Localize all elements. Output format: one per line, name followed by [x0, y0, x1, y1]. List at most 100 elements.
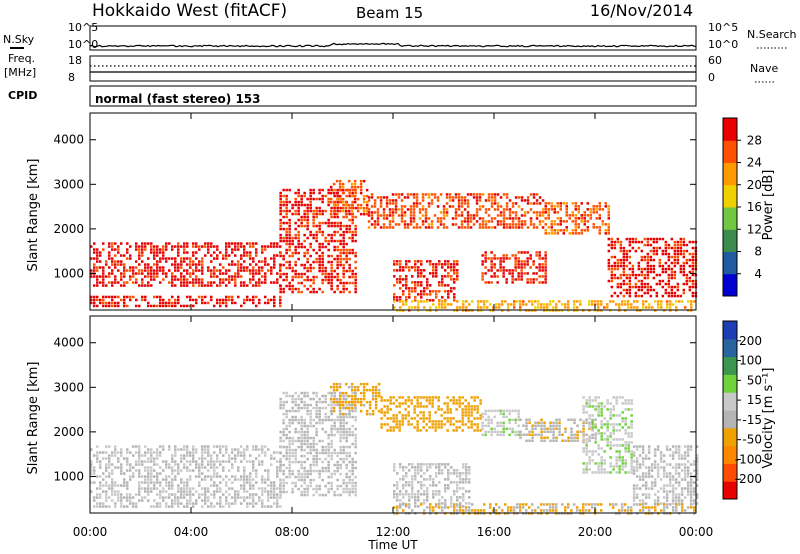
data-cell	[588, 438, 591, 441]
data-cell	[138, 448, 141, 451]
data-cell	[393, 490, 396, 493]
data-cell	[628, 243, 632, 247]
data-cell	[279, 487, 282, 490]
data-cell	[285, 445, 288, 449]
data-cell	[336, 209, 339, 213]
data-cell	[552, 300, 555, 303]
data-cell	[231, 457, 234, 460]
data-cell	[535, 226, 539, 229]
data-cell	[450, 303, 453, 306]
data-cell	[126, 484, 129, 487]
data-cell	[195, 499, 198, 502]
data-cell	[312, 197, 315, 201]
data-cell	[150, 505, 153, 508]
data-cell	[342, 242, 345, 246]
data-cell	[213, 466, 216, 469]
data-cell	[93, 469, 96, 472]
data-cell	[435, 466, 438, 469]
data-cell	[162, 245, 165, 248]
data-cell	[309, 418, 312, 422]
data-cell	[351, 391, 354, 395]
data-cell	[660, 303, 663, 306]
data-cell	[183, 275, 186, 278]
data-cell	[240, 304, 243, 308]
data-cell	[365, 209, 369, 213]
data-cell	[458, 396, 461, 399]
data-cell	[447, 469, 450, 472]
data-cell	[246, 298, 249, 302]
data-cell	[609, 435, 612, 438]
data-cell	[321, 200, 324, 204]
data-cell	[414, 466, 417, 469]
data-cell	[297, 460, 300, 464]
data-cell	[126, 481, 129, 484]
data-cell	[529, 220, 533, 223]
data-cell	[670, 237, 674, 241]
data-cell	[309, 203, 312, 207]
data-cell	[306, 409, 309, 413]
data-cell	[429, 263, 432, 266]
data-cell	[389, 396, 392, 399]
data-cell	[123, 275, 126, 278]
data-cell	[475, 220, 479, 223]
data-cell	[417, 269, 420, 272]
data-cell	[691, 282, 695, 286]
data-cell	[511, 275, 514, 278]
data-cell	[591, 405, 594, 408]
data-cell	[447, 275, 450, 278]
data-cell	[417, 496, 420, 499]
data-cell	[99, 466, 102, 469]
data-cell	[517, 415, 520, 419]
data-cell	[300, 281, 303, 285]
data-cell	[618, 465, 621, 468]
data-cell	[535, 199, 539, 202]
data-cell	[186, 499, 189, 502]
data-cell	[309, 421, 312, 425]
data-cell	[180, 281, 183, 284]
data-cell	[673, 255, 677, 259]
data-cell	[365, 206, 369, 210]
data-cell	[371, 412, 375, 416]
data-cell	[252, 493, 255, 496]
data-cell	[195, 275, 198, 278]
data-cell	[604, 205, 607, 208]
data-cell	[667, 294, 671, 298]
data-cell	[273, 484, 276, 487]
data-cell	[429, 272, 432, 275]
data-cell	[582, 468, 585, 471]
data-cell	[129, 478, 132, 481]
data-cell	[606, 402, 609, 405]
data-cell	[279, 469, 282, 473]
data-cell	[616, 285, 620, 289]
data-cell	[207, 469, 210, 472]
data-cell	[186, 251, 189, 254]
data-cell	[213, 496, 216, 499]
data-cell	[174, 301, 177, 305]
data-cell	[439, 211, 443, 214]
data-cell	[646, 261, 650, 265]
data-cell	[622, 267, 626, 271]
data-cell	[673, 291, 677, 295]
data-cell	[643, 282, 647, 286]
data-cell	[213, 266, 216, 269]
data-cell	[609, 402, 612, 405]
data-cell	[339, 445, 342, 449]
data-cell	[261, 478, 264, 481]
data-cell	[195, 502, 198, 505]
data-cell	[228, 275, 231, 278]
data-cell	[159, 484, 162, 487]
data-cell	[428, 399, 431, 402]
data-cell	[207, 448, 210, 451]
data-cell	[297, 224, 300, 228]
data-cell	[634, 240, 638, 244]
data-cell	[624, 429, 627, 432]
data-cell	[394, 202, 398, 205]
data-cell	[635, 496, 639, 499]
data-cell	[541, 208, 545, 211]
data-cell	[538, 254, 541, 257]
data-cell	[525, 418, 528, 421]
data-cell	[635, 448, 639, 451]
data-cell	[541, 281, 544, 284]
data-cell	[348, 451, 351, 455]
data-cell	[219, 269, 222, 272]
